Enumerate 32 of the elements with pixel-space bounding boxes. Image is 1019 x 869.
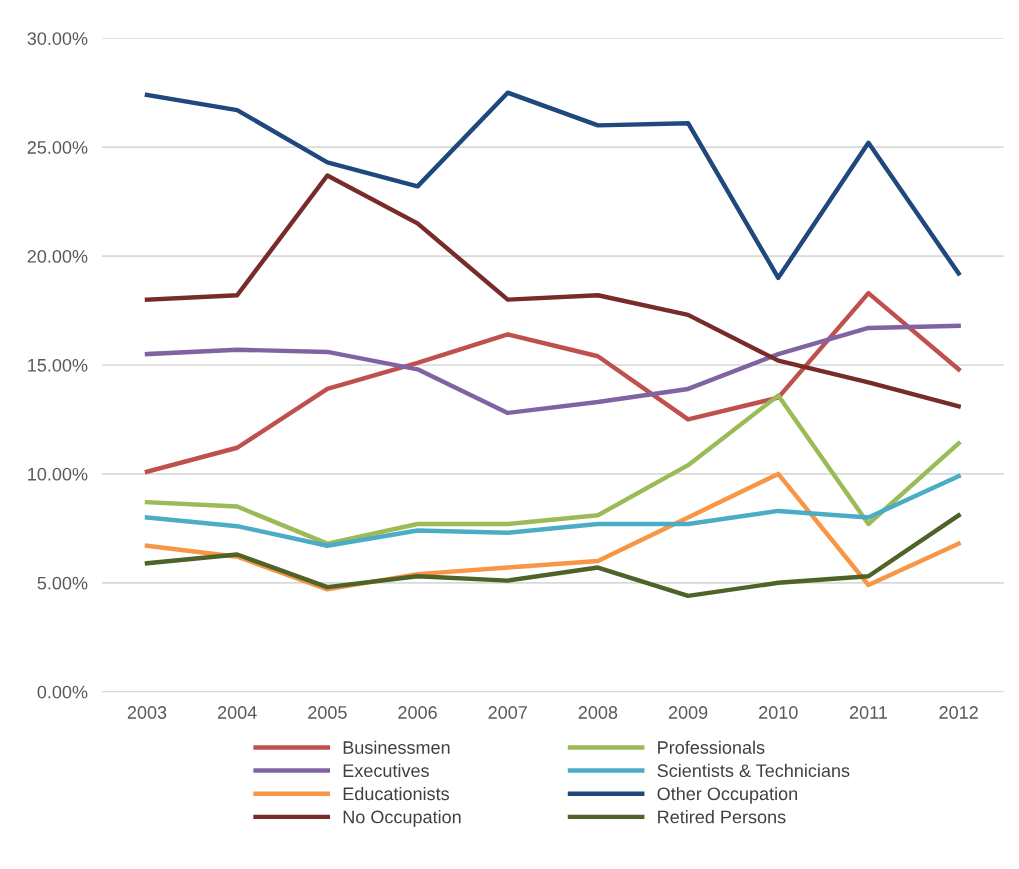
legend-label: Businessmen xyxy=(343,740,450,754)
y-tick-label: 0.00% xyxy=(37,685,88,699)
line-series xyxy=(144,90,961,281)
x-tick-label: 2003 xyxy=(127,706,167,719)
line-series xyxy=(144,323,961,416)
line-series xyxy=(144,513,961,599)
legend-label: Scientists & Technicians xyxy=(657,763,850,778)
line-series xyxy=(144,173,961,409)
x-tick-label: 2007 xyxy=(488,706,527,719)
x-tick-label: 2010 xyxy=(759,706,798,719)
line-series xyxy=(144,393,961,546)
legend-label: Educationists xyxy=(343,786,449,801)
x-tick-label: 2006 xyxy=(398,706,437,719)
legend-label: Retired Persons xyxy=(658,810,786,824)
y-tick-label: 10.00% xyxy=(28,467,88,481)
x-tick-label: 2011 xyxy=(849,706,887,719)
legend-label: Professionals xyxy=(658,740,765,754)
x-tick-label: 2012 xyxy=(939,706,978,719)
x-tick-label: 2009 xyxy=(668,706,708,719)
x-tick-label: 2004 xyxy=(218,706,257,719)
y-tick-label: 25.00% xyxy=(27,141,88,154)
legend-label: No Occupation xyxy=(343,810,461,827)
x-tick-label: 2005 xyxy=(308,706,347,719)
y-tick-label: 15.00% xyxy=(28,358,88,372)
x-tick-label: 2008 xyxy=(578,706,618,719)
legend-label: Other Occupation xyxy=(657,786,798,804)
y-tick-label: 5.00% xyxy=(37,576,88,590)
y-tick-label: 30.00% xyxy=(27,32,88,45)
legend-label: Executives xyxy=(343,763,429,778)
line-series xyxy=(144,290,961,474)
line-series xyxy=(144,473,961,548)
y-tick-label: 20.00% xyxy=(27,250,88,263)
